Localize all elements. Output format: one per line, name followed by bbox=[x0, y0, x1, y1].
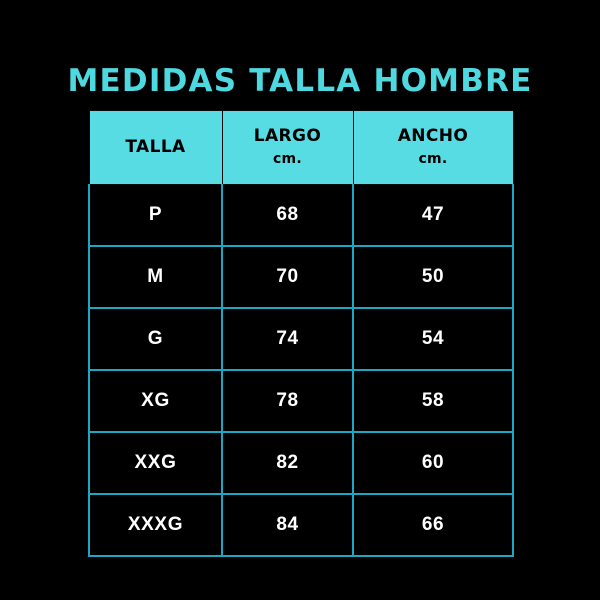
column-header-ancho-unit: cm. bbox=[418, 151, 448, 167]
cell-talla: M bbox=[88, 245, 223, 309]
cell-largo: 82 bbox=[221, 431, 354, 495]
column-header-ancho-label: ANCHO bbox=[397, 126, 469, 146]
table-row: XXG 82 60 bbox=[88, 431, 514, 495]
cell-talla: G bbox=[88, 307, 223, 371]
cell-largo: 74 bbox=[221, 307, 354, 371]
cell-ancho: 54 bbox=[352, 307, 514, 371]
column-header-talla: TALLA bbox=[88, 110, 223, 185]
column-header-largo-unit: cm. bbox=[272, 151, 303, 167]
column-header-largo-label: LARGO bbox=[253, 126, 322, 146]
cell-largo: 84 bbox=[221, 493, 354, 557]
cell-talla: XG bbox=[88, 369, 223, 433]
table-row: G 74 54 bbox=[88, 307, 514, 371]
column-header-ancho: ANCHO cm. bbox=[352, 110, 514, 185]
cell-ancho: 60 bbox=[352, 431, 514, 495]
table-row: P 68 47 bbox=[88, 184, 514, 247]
cell-largo: 70 bbox=[221, 245, 354, 309]
cell-ancho: 47 bbox=[352, 184, 514, 247]
cell-largo: 68 bbox=[221, 184, 354, 247]
cell-largo: 78 bbox=[221, 369, 354, 433]
table-body: P 68 47 M 70 50 G 74 54 XG 78 58 XXG 82 bbox=[88, 184, 514, 557]
size-measurements-table: TALLA LARGO cm. ANCHO cm. P 68 47 M 7 bbox=[88, 110, 514, 557]
cell-talla: P bbox=[88, 184, 223, 247]
column-header-largo: LARGO cm. bbox=[221, 110, 354, 185]
table-header: TALLA LARGO cm. ANCHO cm. bbox=[88, 110, 514, 185]
cell-ancho: 66 bbox=[352, 493, 514, 557]
table-row: XXXG 84 66 bbox=[88, 493, 514, 557]
table-row: XG 78 58 bbox=[88, 369, 514, 433]
page-title: MEDIDAS TALLA HOMBRE bbox=[67, 63, 533, 99]
cell-ancho: 50 bbox=[352, 245, 514, 309]
cell-ancho: 58 bbox=[352, 369, 514, 433]
cell-talla: XXXG bbox=[88, 493, 223, 557]
table-header-row: TALLA LARGO cm. ANCHO cm. bbox=[88, 110, 514, 185]
cell-talla: XXG bbox=[88, 431, 223, 495]
column-header-talla-label: TALLA bbox=[125, 137, 186, 157]
table-row: M 70 50 bbox=[88, 245, 514, 309]
